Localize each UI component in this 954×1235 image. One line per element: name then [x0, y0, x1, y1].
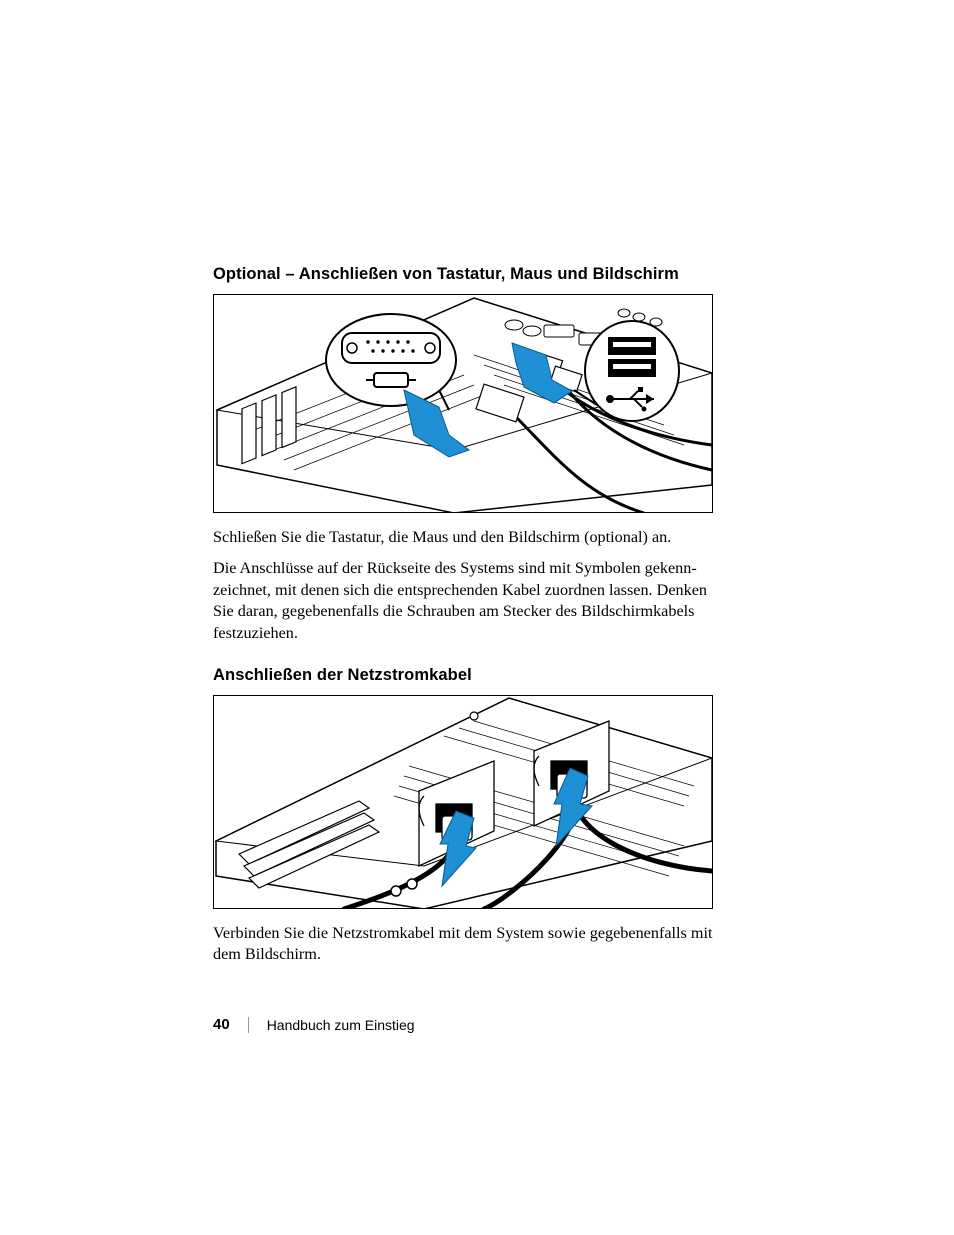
- server-rear-power-diagram: [214, 696, 713, 909]
- page-number: 40: [213, 1016, 230, 1033]
- footer-separator: [248, 1017, 249, 1033]
- section2-paragraph-1: Verbinden Sie die Netzstromkabel mit dem…: [213, 923, 729, 966]
- figure-keyboard-mouse-monitor: [213, 294, 713, 513]
- section1-paragraph-1: Schließen Sie die Tastatur, die Maus und…: [213, 527, 729, 548]
- section1-paragraph-2: Die Anschlüsse auf der Rückseite des Sys…: [213, 558, 729, 644]
- server-rear-peripherals-diagram: [214, 295, 713, 513]
- book-title: Handbuch zum Einstieg: [267, 1017, 415, 1033]
- document-page: Optional – Anschließen von Tastatur, Mau…: [0, 0, 954, 1235]
- page-footer: 40 Handbuch zum Einstieg: [213, 1016, 415, 1033]
- section2-heading: Anschließen der Netzstromkabel: [213, 666, 729, 685]
- section1-heading: Optional – Anschließen von Tastatur, Mau…: [213, 265, 729, 284]
- figure-power-cables: [213, 695, 713, 909]
